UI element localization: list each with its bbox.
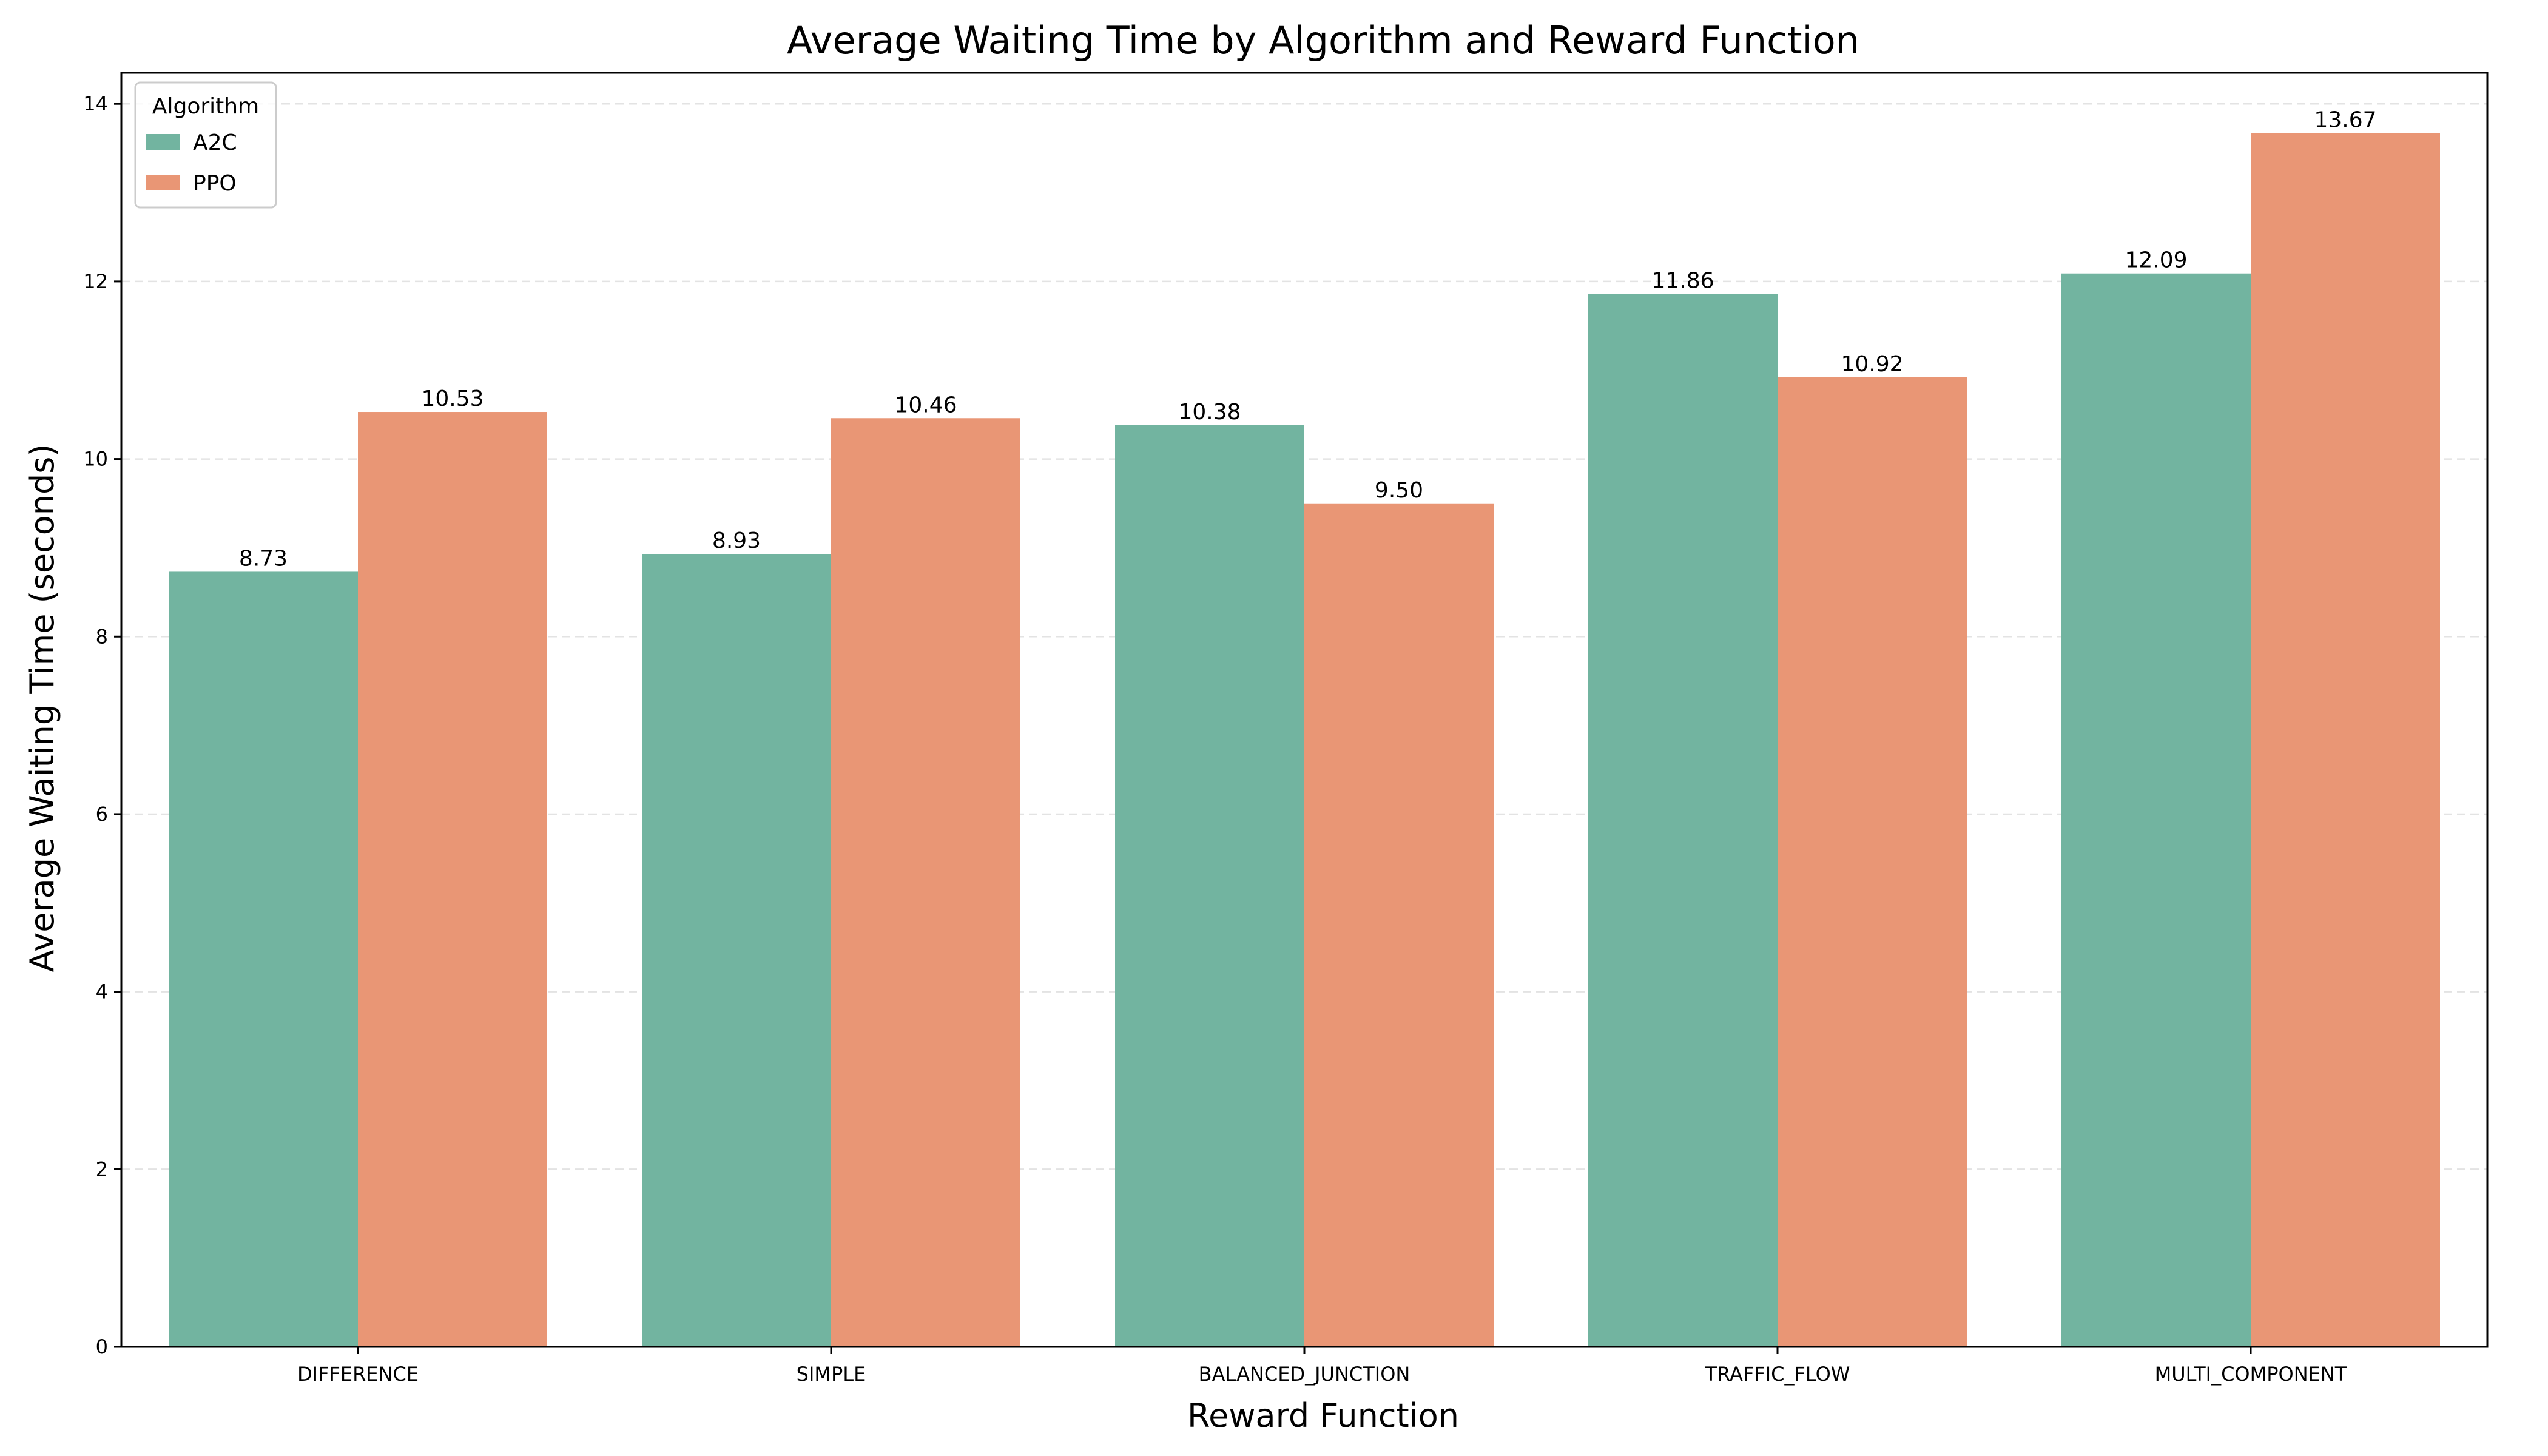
bar-a2c — [642, 554, 831, 1347]
y-tick-label: 12 — [83, 270, 108, 293]
bar-ppo — [1304, 503, 1494, 1347]
bar-value-label: 10.46 — [894, 393, 957, 417]
legend: Algorithm A2C PPO — [134, 81, 277, 209]
bar-a2c — [1588, 294, 1778, 1347]
bar-value-label: 12.09 — [2125, 248, 2187, 273]
x-axis: DIFFERENCE SIMPLE BALANCED_JUNCTION TRAFFIC… — [297, 1347, 2347, 1386]
x-tick-label: SIMPLE — [797, 1363, 866, 1386]
y-tick-label: 6 — [96, 803, 108, 826]
bar-value-label: 13.67 — [2314, 108, 2376, 133]
bar-value-label: 8.93 — [712, 528, 761, 553]
y-axis-title: Average Waiting Time (seconds) — [23, 444, 61, 972]
bar-value-label: 10.38 — [1178, 400, 1241, 425]
bar-ppo — [358, 412, 547, 1347]
legend-swatch-ppo — [146, 175, 180, 190]
legend-swatch-a2c — [146, 134, 180, 150]
bar-a2c — [2061, 273, 2251, 1347]
y-tick-label: 4 — [96, 980, 108, 1003]
x-tick-label: BALANCED_JUNCTION — [1199, 1363, 1410, 1386]
bar-value-label: 11.86 — [1651, 268, 1714, 293]
y-tick-label: 8 — [96, 625, 108, 648]
y-tick-label: 0 — [96, 1335, 108, 1358]
x-tick-label: TRAFFIC_FLOW — [1705, 1363, 1850, 1386]
chart-title: Average Waiting Time by Algorithm and Re… — [787, 18, 1859, 62]
bar-a2c — [169, 571, 358, 1347]
bar-value-label: 10.92 — [1841, 352, 1903, 377]
x-tick-label: MULTI_COMPONENT — [2155, 1363, 2347, 1386]
bar-ppo — [831, 418, 1020, 1347]
legend-label-a2c: A2C — [193, 130, 237, 155]
bars — [169, 133, 2440, 1347]
bar-value-label: 9.50 — [1375, 478, 1423, 503]
y-tick-label: 2 — [96, 1158, 108, 1181]
y-tick-label: 14 — [83, 92, 108, 115]
x-tick-label: DIFFERENCE — [297, 1363, 419, 1386]
bar-a2c — [1115, 425, 1304, 1347]
bar-ppo — [2251, 133, 2440, 1347]
data-labels: 8.73 10.53 8.93 10.46 10.38 9.50 11.86 10.92 12.… — [239, 108, 2377, 571]
bar-ppo — [1778, 377, 1967, 1347]
legend-title: Algorithm — [152, 94, 259, 119]
x-axis-title: Reward Function — [1187, 1397, 1459, 1435]
legend-label-ppo: PPO — [193, 171, 237, 196]
y-tick-label: 10 — [83, 448, 108, 471]
bar-value-label: 8.73 — [239, 546, 288, 571]
bar-value-label: 10.53 — [421, 386, 484, 411]
y-axis: 0 2 4 6 8 10 12 14 — [83, 92, 121, 1358]
